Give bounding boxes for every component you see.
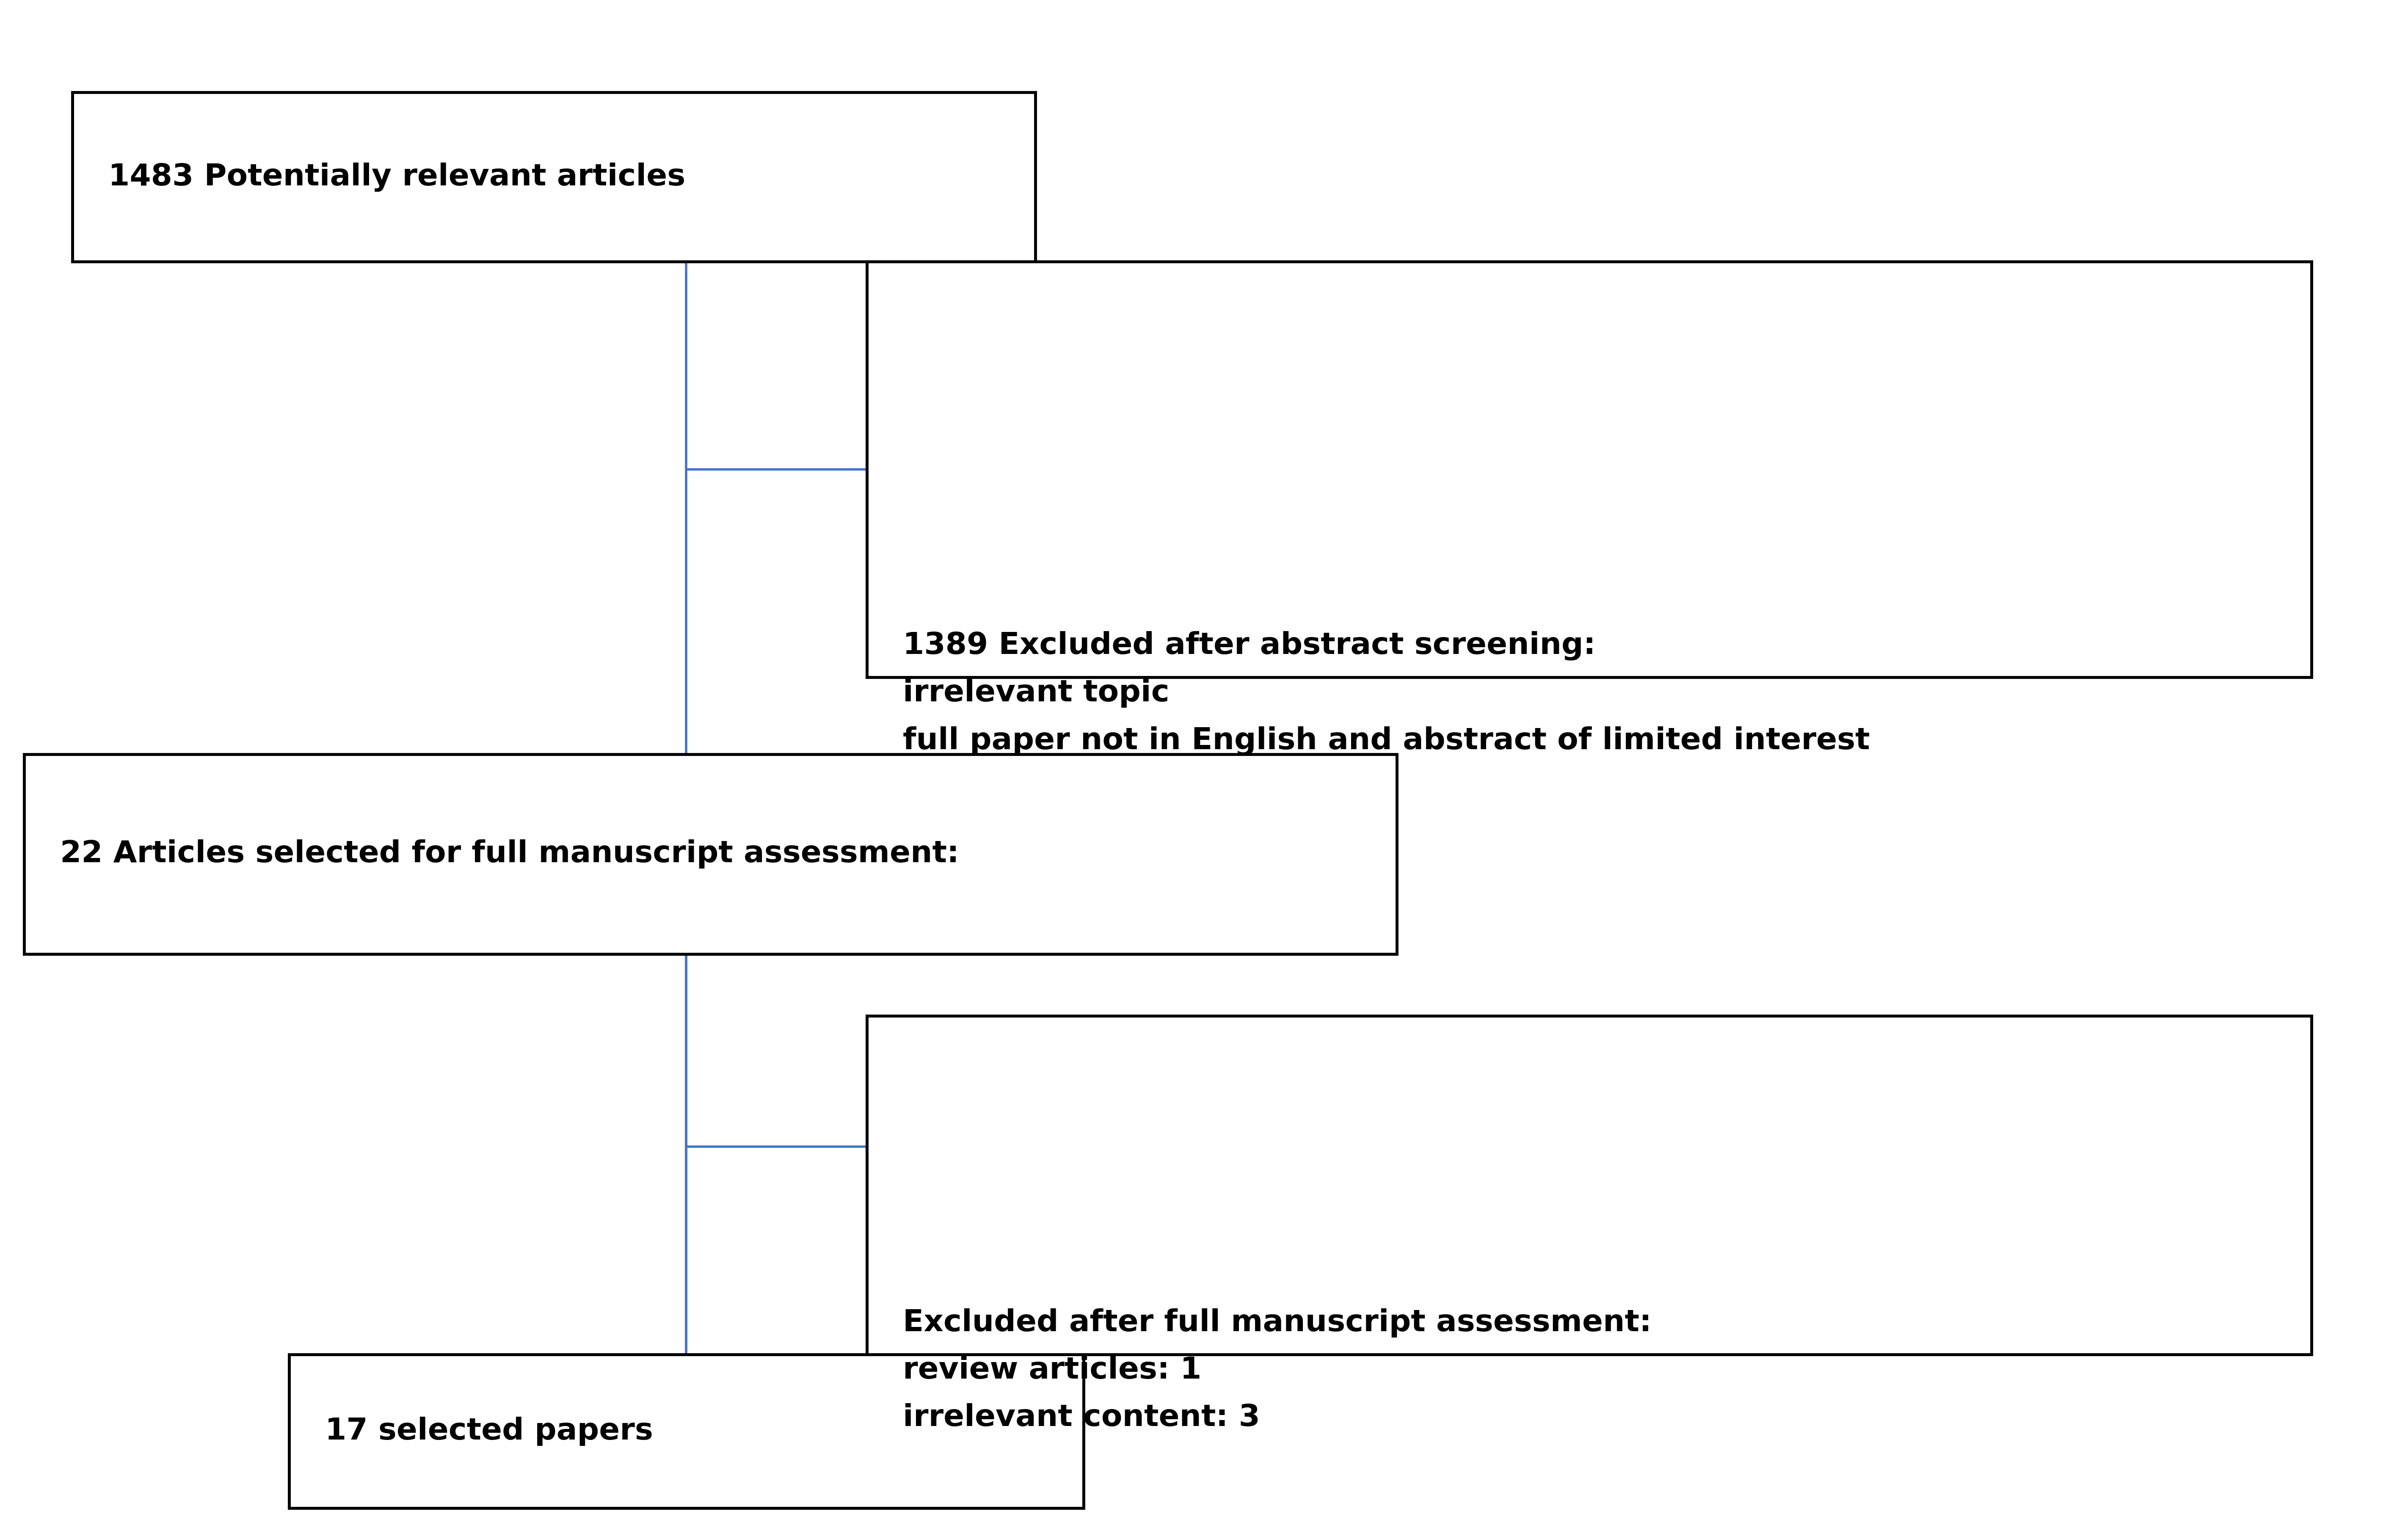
Text: Excluded after full manuscript assessment:
review articles: 1
irrelevant content: Excluded after full manuscript assessmen…: [903, 1308, 1652, 1433]
Bar: [867, 1016, 2312, 1354]
Bar: [72, 92, 1035, 262]
Text: 22 Articles selected for full manuscript assessment:: 22 Articles selected for full manuscript…: [60, 840, 958, 868]
Bar: [289, 1354, 1084, 1508]
Text: 1483 Potentially relevant articles: 1483 Potentially relevant articles: [108, 163, 686, 191]
Bar: [24, 754, 1397, 954]
Bar: [867, 262, 2312, 677]
Text: 1389 Excluded after abstract screening:
irrelevant topic
full paper not in Engli: 1389 Excluded after abstract screening: …: [903, 631, 1871, 756]
Text: 17 selected papers: 17 selected papers: [325, 1417, 653, 1445]
